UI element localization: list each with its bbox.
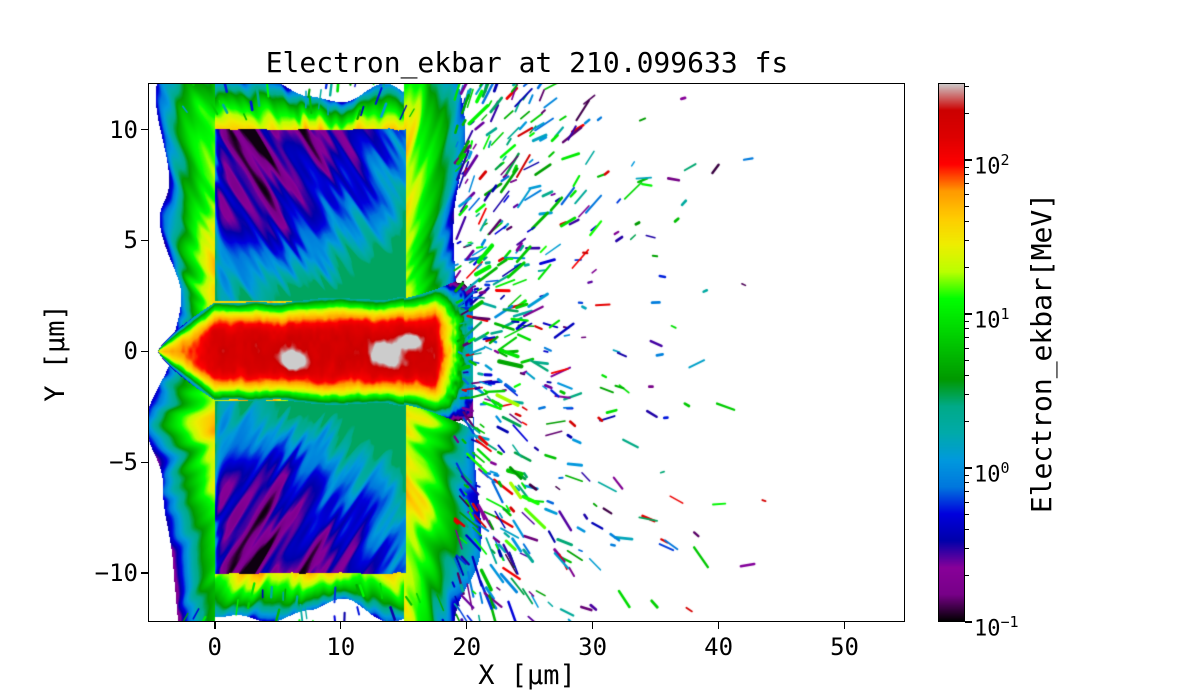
colorbar-minor-tick-mark: [965, 328, 969, 330]
x-tick-mark: [843, 622, 846, 629]
x-tick-label: 50: [830, 633, 859, 661]
x-tick-mark: [591, 622, 594, 629]
x-tick-label: 0: [207, 633, 222, 661]
colorbar-minor-tick-mark: [965, 174, 969, 176]
colorbar-minor-tick-mark: [965, 575, 969, 577]
colorbar-tick-label: 100: [974, 458, 1010, 488]
colorbar-minor-tick-mark: [965, 501, 969, 503]
x-tick-mark: [214, 622, 216, 629]
colorbar-minor-tick-mark: [965, 482, 969, 484]
colorbar-tick-mark: [965, 159, 972, 161]
colorbar-minor-tick-mark: [965, 193, 969, 195]
x-tick-label: 10: [326, 633, 356, 661]
x-tick-mark: [339, 622, 342, 629]
x-tick-mark: [465, 622, 468, 629]
colorbar-minor-tick-mark: [965, 528, 969, 530]
colorbar-minor-tick-mark: [965, 491, 969, 493]
y-tick-label: 0: [123, 337, 138, 366]
colorbar-minor-tick-mark: [965, 267, 969, 269]
y-tick-label: 10: [109, 115, 138, 144]
x-tick-mark: [717, 622, 720, 629]
colorbar-minor-tick-mark: [965, 220, 969, 222]
colorbar-tick-label: 10−1: [974, 613, 1019, 642]
colorbar-minor-tick-mark: [965, 374, 969, 376]
colorbar-tick-mark: [965, 621, 972, 623]
colorbar-minor-tick-mark: [965, 421, 969, 423]
y-tick-label: 5: [123, 226, 138, 255]
colorbar-minor-tick-mark: [965, 239, 969, 241]
colorbar-tick-label: 101: [974, 304, 1010, 334]
x-tick-label: 40: [704, 633, 734, 661]
colorbar-minor-tick-mark: [965, 474, 969, 476]
y-tick-mark: [141, 128, 148, 131]
y-tick-mark: [141, 239, 148, 242]
colorbar-minor-tick-mark: [965, 320, 969, 322]
x-axis-label: X [μm]: [478, 660, 576, 691]
y-tick-label: −10: [94, 559, 138, 588]
colorbar-minor-tick-mark: [965, 183, 969, 185]
colorbar-minor-tick-mark: [965, 205, 969, 207]
colorbar-minor-tick-mark: [965, 85, 969, 87]
colorbar-minor-tick-mark: [965, 166, 969, 168]
x-tick-label: 20: [452, 633, 482, 661]
x-tick-label: 30: [578, 633, 608, 661]
plot-title: Electron_ekbar at 210.099633 fs: [265, 46, 789, 79]
colorbar-label: Electron_ekbar[MeV]: [1025, 192, 1058, 514]
colorbar-minor-tick-mark: [965, 548, 969, 550]
y-tick-mark: [141, 572, 148, 574]
colorbar-minor-tick-mark: [965, 359, 969, 361]
colorbar-tick-mark: [965, 467, 972, 469]
heatmap-canvas: [148, 83, 905, 622]
colorbar-minor-tick-mark: [965, 394, 969, 395]
colorbar-tick-mark: [965, 313, 972, 315]
y-tick-mark: [141, 350, 148, 353]
colorbar-minor-tick-mark: [965, 113, 969, 115]
y-tick-label: −5: [109, 448, 138, 477]
colorbar-minor-tick-mark: [965, 347, 969, 349]
colorbar-gradient: [938, 83, 965, 622]
colorbar-minor-tick-mark: [965, 513, 969, 515]
colorbar-minor-tick-mark: [965, 337, 969, 339]
y-tick-mark: [141, 461, 148, 464]
colorbar-tick-label: 102: [974, 150, 1010, 180]
